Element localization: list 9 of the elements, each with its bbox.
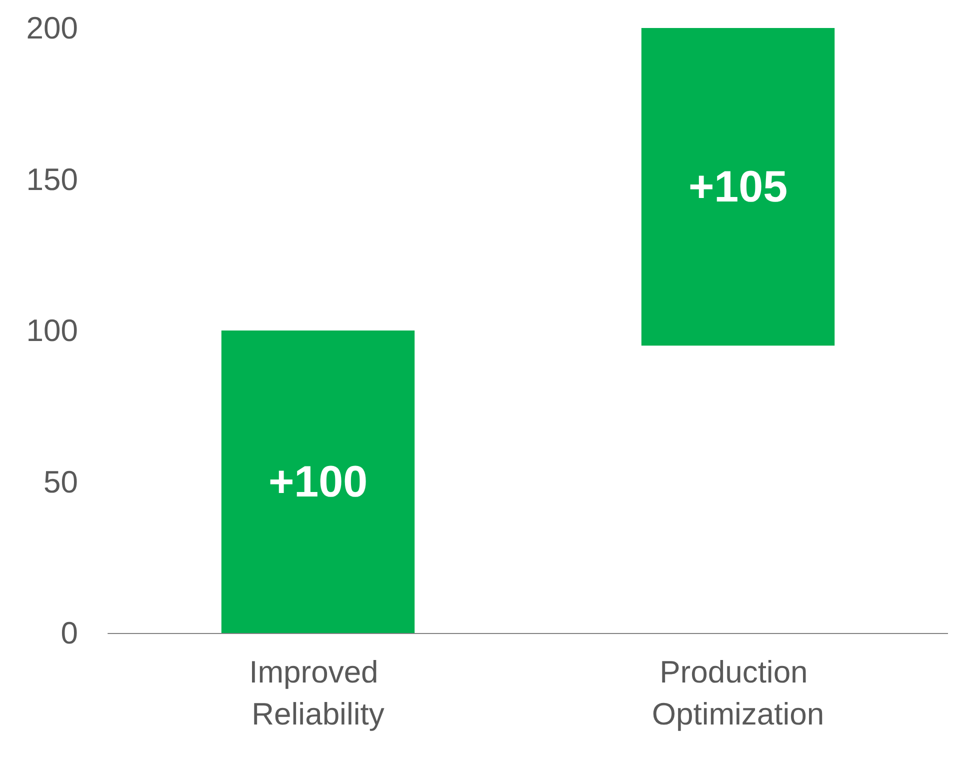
y-tick-label: 200 (26, 10, 78, 46)
y-tick-label: 150 (26, 162, 78, 197)
y-tick-label: 0 (60, 616, 78, 650)
data-label: +100 (268, 457, 368, 506)
x-tick-label: Improved Reliability (249, 654, 387, 732)
data-label: +105 (688, 162, 788, 212)
x-tick-label: Production Optimization (652, 654, 824, 732)
y-tick-label: 100 (26, 313, 78, 348)
y-tick-label: 50 (44, 464, 78, 500)
